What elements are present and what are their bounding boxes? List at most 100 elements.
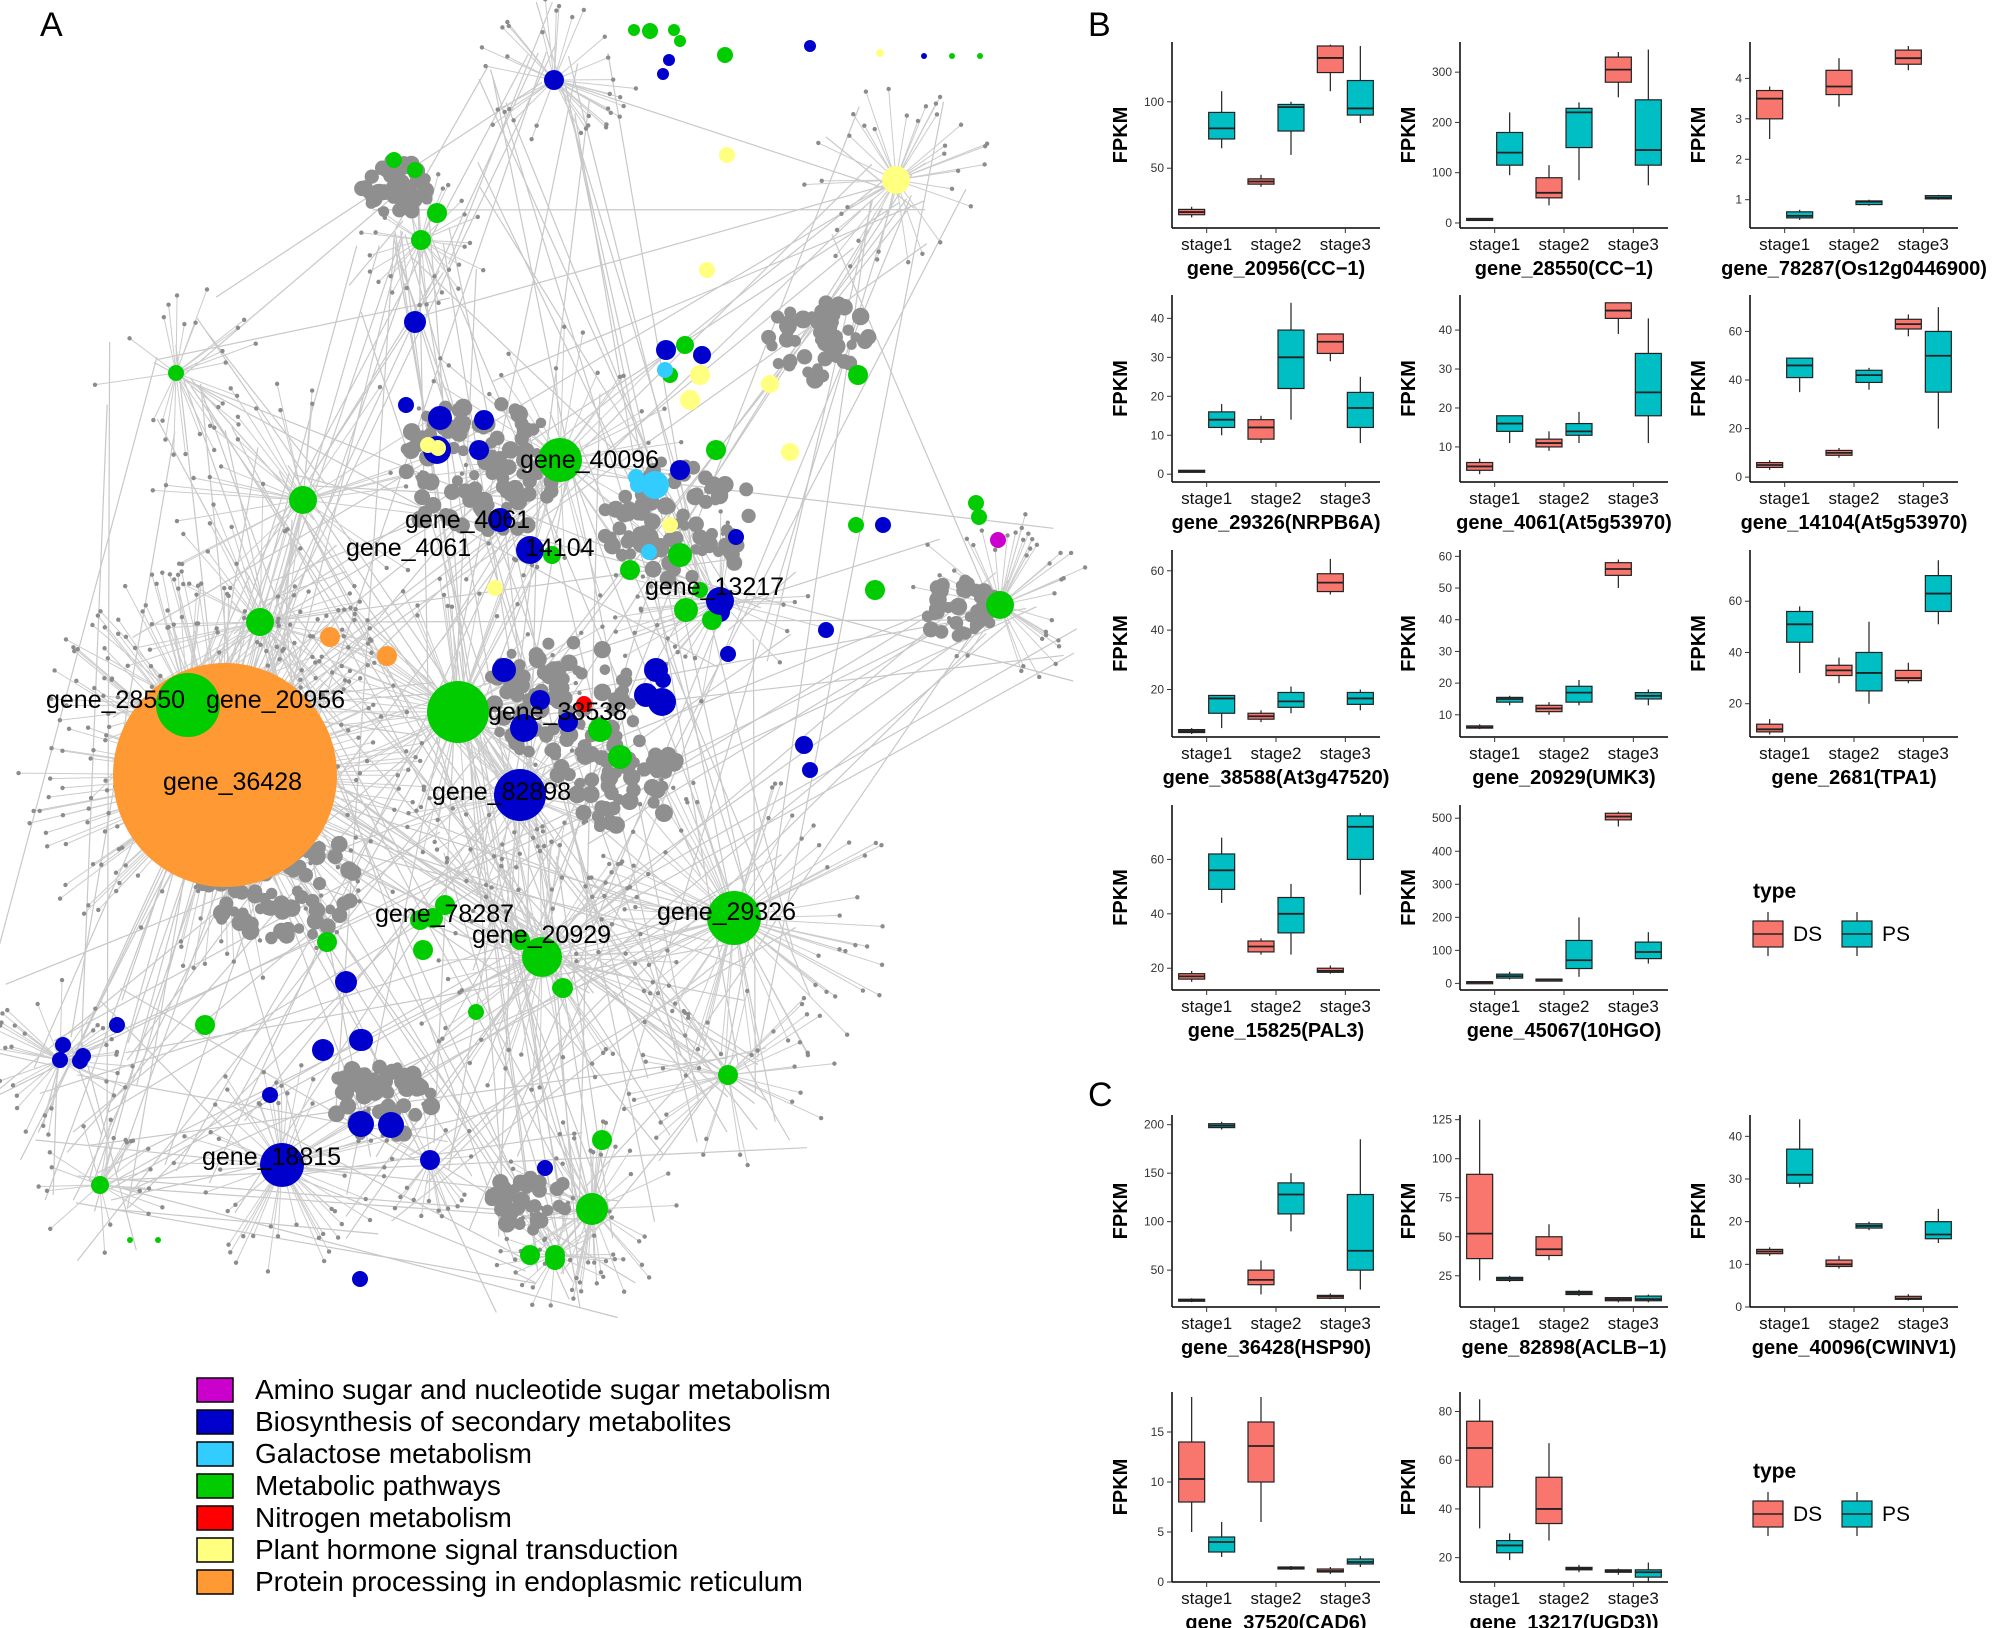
x-tick-label: stage2 <box>1828 1314 1879 1333</box>
box-PS <box>1277 691 1305 708</box>
y-tick-label: 40 <box>1439 1502 1453 1516</box>
x-tick-label: stage2 <box>1250 997 1301 1016</box>
box-PS <box>1277 1182 1305 1215</box>
gene-node-label: gene_29326 <box>657 898 796 926</box>
y-axis-label: FPKM <box>1688 615 1710 672</box>
x-tick-label: stage2 <box>1538 235 1589 254</box>
y-tick-label: 100 <box>1432 943 1452 957</box>
x-tick-label: stage3 <box>1898 235 1949 254</box>
box-DS <box>1316 333 1344 355</box>
type-legends: type DS PS type DS PS <box>1752 880 1910 1536</box>
pathway-legend: Amino sugar and nucleotide sugar metabol… <box>196 1374 831 1597</box>
y-tick-label: 50 <box>1439 581 1453 595</box>
y-tick-label: 100 <box>1432 1152 1452 1166</box>
y-tick-label: 200 <box>1432 115 1452 129</box>
boxplot-title: gene_28550(CC−1) <box>1475 258 1653 280</box>
network-hub-node <box>289 486 317 514</box>
y-tick-label: 10 <box>1151 1475 1165 1489</box>
boxplot-gene_82898(ACLB−1): 25 50 75 100 125 FPKM stage1 stage2 stage3 gene_8… <box>1398 1113 1668 1359</box>
y-axis-label: FPKM <box>1398 107 1420 164</box>
y-tick-label: 25 <box>1439 1269 1453 1283</box>
boxplot-gene_13217(UGD3)): 20 40 60 80 FPKM stage1 stage2 stage3 gene_13217… <box>1398 1392 1668 1628</box>
panel-label-c: C <box>1088 1076 1113 1114</box>
box-PS <box>1496 131 1524 166</box>
boxplot-gene_14104(At5g53970): 0 20 40 60 FPKM stage1 stage2 stage3 gene_14104(… <box>1688 295 1967 534</box>
box-DS <box>1247 1421 1275 1483</box>
y-axis-label: FPKM <box>1110 1459 1132 1516</box>
gene-node-label: gene_4061 <box>405 506 530 534</box>
y-tick-label: 30 <box>1439 644 1453 658</box>
x-tick-label: stage1 <box>1469 1589 1520 1608</box>
y-tick-label: 0 <box>1445 216 1452 230</box>
y-tick-label: 10 <box>1439 708 1453 722</box>
box-PS <box>1634 352 1662 417</box>
x-tick-label: stage3 <box>1608 1589 1659 1608</box>
y-axis-label: FPKM <box>1110 1183 1132 1240</box>
y-tick-label: 30 <box>1729 1172 1743 1186</box>
type-legend-label: DS <box>1793 923 1822 946</box>
y-tick-label: 0 <box>1735 470 1742 484</box>
x-tick-label: stage1 <box>1469 997 1520 1016</box>
box-DS <box>1825 1259 1853 1268</box>
network-hub-node <box>91 1176 109 1194</box>
boxplot-gene_37520(CAD6): 0 5 10 15 FPKM stage1 stage2 stage3 gene_37520(C… <box>1110 1392 1380 1628</box>
box-PS <box>1565 939 1593 970</box>
y-tick-label: 60 <box>1439 1453 1453 1467</box>
x-tick-label: stage3 <box>1320 235 1371 254</box>
y-axis-label: FPKM <box>1688 107 1710 164</box>
y-tick-label: 30 <box>1151 350 1165 364</box>
network-hub-node <box>420 1150 440 1170</box>
y-tick-label: 300 <box>1432 65 1452 79</box>
panel-label-a: A <box>40 6 63 44</box>
box-PS <box>1786 357 1814 379</box>
boxplot-title: gene_78287(Os12g0446900) <box>1721 258 1987 280</box>
gene-node-label: gene_4061 <box>346 534 471 562</box>
boxplot-gene_4061(At5g53970): 10 20 30 40 FPKM stage1 stage2 stage3 gene_4061(… <box>1398 295 1672 534</box>
boxplot-title: gene_38588(At3g47520) <box>1163 767 1390 789</box>
x-tick-label: stage3 <box>1608 489 1659 508</box>
legend-label: Protein processing in endoplasmic reticu… <box>255 1566 803 1597</box>
legend-label: Amino sugar and nucleotide sugar metabol… <box>255 1374 831 1405</box>
box-PS <box>1277 103 1305 132</box>
x-tick-label: stage3 <box>1320 997 1371 1016</box>
y-tick-label: 200 <box>1432 910 1452 924</box>
y-tick-label: 100 <box>1144 95 1164 109</box>
x-tick-label: stage3 <box>1320 744 1371 763</box>
gene-node-label: gene_28550 <box>46 686 185 714</box>
y-tick-label: 20 <box>1729 422 1743 436</box>
y-tick-label: 20 <box>1151 961 1165 975</box>
y-tick-label: 20 <box>1439 401 1453 415</box>
type-legend: type DS PS <box>1752 1460 1910 1536</box>
network-hub-node <box>411 230 431 250</box>
box-DS <box>1247 1269 1275 1286</box>
network-hub-node <box>986 591 1014 619</box>
box-PS <box>1565 107 1593 149</box>
y-tick-label: 20 <box>1439 1551 1453 1565</box>
type-legend: type DS PS <box>1752 880 1910 956</box>
box-DS <box>1894 669 1922 682</box>
box-DS <box>1756 723 1784 733</box>
x-tick-label: stage3 <box>1608 744 1659 763</box>
legend-label: Plant hormone signal transduction <box>255 1534 678 1565</box>
box-PS <box>1208 853 1236 890</box>
legend-label: Metabolic pathways <box>255 1470 501 1501</box>
gene-node-label: gene_20929 <box>472 921 611 949</box>
x-tick-label: stage3 <box>1608 997 1659 1016</box>
box-DS <box>1535 177 1563 199</box>
x-tick-label: stage1 <box>1759 1314 1810 1333</box>
y-tick-label: 30 <box>1439 362 1453 376</box>
boxplot-title: gene_4061(At5g53970) <box>1456 512 1672 534</box>
y-axis-label: FPKM <box>1110 869 1132 926</box>
box-DS <box>1825 69 1853 96</box>
type-legend-label: DS <box>1793 1503 1822 1526</box>
y-tick-label: 400 <box>1432 844 1452 858</box>
boxplot-gene_40096(CWINV1): 0 10 20 30 40 FPKM stage1 stage2 stage3 gene_4009… <box>1688 1115 1958 1359</box>
boxplot-title: gene_2681(TPA1) <box>1771 767 1936 789</box>
x-tick-label: stage2 <box>1828 489 1879 508</box>
boxplot-title: gene_45067(10HGO) <box>1467 1020 1662 1042</box>
x-tick-label: stage2 <box>1250 744 1301 763</box>
boxplot-gene_20956(CC−1): 50 100 FPKM stage1 stage2 stage3 gene_20956(CC… <box>1110 42 1380 280</box>
legend-swatch <box>196 1409 234 1435</box>
y-tick-label: 15 <box>1151 1425 1165 1439</box>
